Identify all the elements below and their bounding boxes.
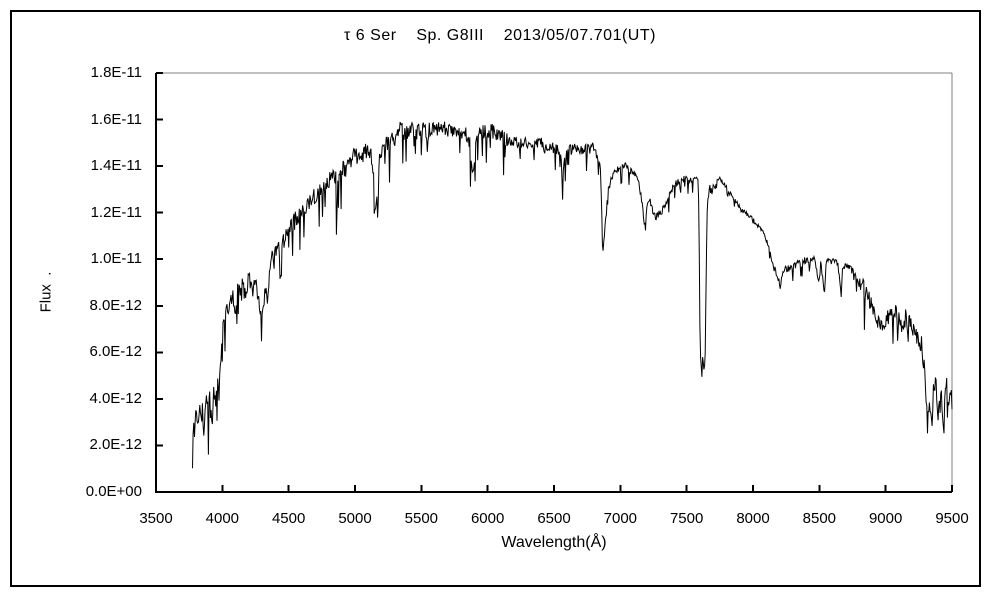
chart-outer-border (10, 10, 981, 587)
y-tick-label: 1.0E-11 (90, 250, 142, 268)
x-tick-label: 7000 (603, 510, 638, 527)
x-tick-label: 8000 (736, 510, 770, 527)
x-tick-label: 7500 (669, 510, 704, 527)
y-tick-label: 1.6E-11 (90, 110, 142, 128)
y-tick-label: 1.2E-11 (90, 203, 142, 221)
x-tick-label: 8500 (802, 510, 837, 527)
x-tick-label: 5500 (404, 510, 439, 527)
y-tick-label: 6.0E-12 (89, 343, 142, 361)
x-tick-label: 6500 (537, 510, 571, 527)
x-tick-label: 3500 (139, 510, 173, 527)
x-tick-label: 4000 (205, 510, 240, 527)
x-tick-label: 4500 (271, 510, 306, 527)
x-tick-label: 5000 (338, 510, 372, 527)
x-axis-title: Wavelength(Å) (501, 534, 607, 551)
chart-title: τ 6 Ser Sp. G8III 2013/05/07.701(UT) (344, 27, 656, 44)
y-tick-label: 1.4E-11 (90, 157, 142, 175)
x-tick-label: 9500 (935, 510, 969, 527)
spectrum-line (192, 121, 953, 469)
y-tick-label: 4.0E-12 (89, 389, 142, 407)
y-tick-label: 1.8E-11 (90, 64, 142, 81)
y-tick-label: 8.0E-12 (89, 296, 142, 314)
y-tick-label: 0.0E+00 (85, 483, 142, 500)
x-tick-label: 6000 (470, 510, 505, 527)
y-tick-label: 2.0E-12 (89, 436, 142, 454)
x-tick-label: 9000 (868, 510, 903, 527)
